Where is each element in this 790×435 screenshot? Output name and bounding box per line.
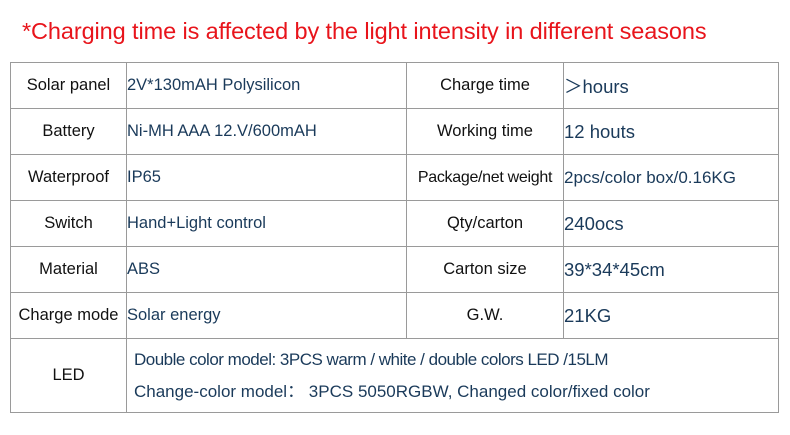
row-label-qty-carton: Qty/carton	[406, 200, 564, 247]
row-value-charge-mode: Solar energy	[126, 292, 407, 339]
row-label-material: Material	[10, 246, 127, 293]
specs-table: Solar panel 2V*130mAH Polysilicon Charge…	[10, 62, 779, 413]
row-value-package-net-weight: 2pcs/color box/0.16KG	[563, 154, 779, 201]
table-row: Solar panel 2V*130mAH Polysilicon Charge…	[10, 62, 779, 109]
table-row-led: LED Double color model: 3PCS warm / whit…	[10, 338, 779, 413]
led-change-color-line: Change-color model： 3PCS 5050RGBW, Chang…	[134, 381, 650, 401]
row-label-charge-mode: Charge mode	[10, 292, 127, 339]
table-row: Battery Ni-MH AAA 12.V/600mAH Working ti…	[10, 108, 779, 155]
row-value-solar-panel: 2V*130mAH Polysilicon	[126, 62, 407, 109]
row-value-waterproof: IP65	[126, 154, 407, 201]
row-value-gw: 21KG	[563, 292, 779, 339]
row-value-carton-size: 39*34*45cm	[563, 246, 779, 293]
row-value-charge-time: ＞hours	[563, 62, 779, 109]
row-label-carton-size: Carton size	[406, 246, 564, 293]
row-label-solar-panel: Solar panel	[10, 62, 127, 109]
row-label-battery: Battery	[10, 108, 127, 155]
row-value-working-time: 12 houts	[563, 108, 779, 155]
row-label-waterproof: Waterproof	[10, 154, 127, 201]
row-value-led: Double color model: 3PCS warm / white / …	[126, 338, 779, 413]
headline-notice: *Charging time is affected by the light …	[22, 18, 707, 44]
table-row: Material ABS Carton size 39*34*45cm	[10, 246, 779, 293]
table-row: Switch Hand+Light control Qty/carton 240…	[10, 200, 779, 247]
row-label-charge-time: Charge time	[406, 62, 564, 109]
row-label-led: LED	[10, 338, 127, 413]
row-value-battery: Ni-MH AAA 12.V/600mAH	[126, 108, 407, 155]
row-label-switch: Switch	[10, 200, 127, 247]
table-row: Charge mode Solar energy G.W. 21KG	[10, 292, 779, 339]
led-double-color-line: Double color model: 3PCS warm / white / …	[134, 349, 609, 369]
row-value-material: ABS	[126, 246, 407, 293]
row-value-switch: Hand+Light control	[126, 200, 407, 247]
row-label-working-time: Working time	[406, 108, 564, 155]
row-label-package-net-weight: Package/net weight	[406, 154, 564, 201]
row-label-gw: G.W.	[406, 292, 564, 339]
table-row: Waterproof IP65 Package/net weight 2pcs/…	[10, 154, 779, 201]
row-value-qty-carton: 240ocs	[563, 200, 779, 247]
